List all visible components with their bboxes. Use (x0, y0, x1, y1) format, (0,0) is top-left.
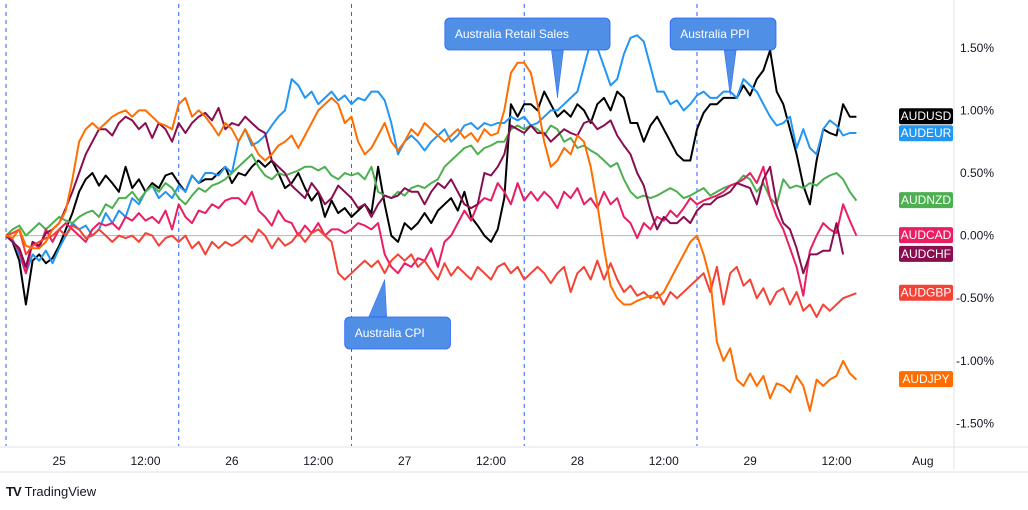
series-line-audjpy (5, 61, 858, 412)
callout-box[interactable] (444, 17, 611, 51)
x-tick-label: 12:00 (303, 454, 333, 468)
series-line-audgbp (5, 224, 857, 318)
end-label-text: AUDCAD (901, 228, 952, 242)
callout-pointer (551, 49, 564, 98)
tradingview-wordmark: TradingView (24, 484, 97, 499)
end-label-audusd[interactable] (899, 108, 953, 125)
series-end-labels[interactable]: AUDUSD AUDEUR AUDNZD AUDCAD AUDCHF AUDGBP AUDJ… (899, 108, 953, 388)
series-line-audchf (5, 106, 845, 275)
x-tick-label: 29 (743, 454, 757, 468)
series-line-audnzd (5, 124, 858, 237)
y-tick-label: -0.50% (956, 291, 994, 305)
x-axis-ticks: 25 12:00 26 12:00 27 12:00 28 12:00 29 12:00 Aug (52, 454, 933, 468)
end-label-text: AUDNZD (901, 193, 951, 207)
x-tick-label: 25 (52, 454, 66, 468)
end-label-text: AUDJPY (902, 372, 949, 386)
x-tick-label: 12:00 (649, 454, 679, 468)
x-tick-label: 28 (571, 454, 585, 468)
y-tick-label: 1.50% (960, 41, 994, 55)
x-tick-label: 12:00 (131, 454, 161, 468)
y-tick-label: 0.50% (960, 166, 994, 180)
y-tick-label: -1.50% (956, 416, 994, 430)
x-tick-label: 26 (225, 454, 239, 468)
callout-text: Australia Retail Sales (455, 27, 569, 41)
axes (0, 0, 1028, 473)
end-label-text: AUDGBP (901, 286, 952, 300)
end-label-audeur[interactable] (899, 125, 953, 142)
x-tick-label: Aug (912, 454, 933, 468)
callout-pointer (368, 279, 387, 318)
x-tick-label: 27 (398, 454, 412, 468)
end-label-audjpy[interactable] (899, 371, 953, 388)
session-separators (5, 4, 698, 446)
y-tick-label: 1.00% (960, 103, 994, 117)
callout-text: Australia PPI (680, 27, 749, 41)
end-label-audchf[interactable] (899, 245, 953, 262)
series-line-audusd (5, 49, 857, 306)
event-callouts[interactable]: Australia CPI Australia Retail Sales Austr… (344, 17, 777, 350)
tradingview-logo[interactable]: TV TradingView (6, 484, 96, 499)
x-tick-label: 12:00 (821, 454, 851, 468)
end-label-text: AUDEUR (901, 126, 952, 140)
y-axis-ticks: 1.50% 1.00% 0.50% 0.00% -0.50% -1.00% -1.50% (956, 41, 994, 431)
series-line-audcad (5, 165, 858, 297)
end-label-text: AUDCHF (901, 247, 951, 261)
tradingview-logo-mark: TV (6, 484, 22, 499)
callout-pointer (723, 49, 737, 96)
end-label-text: AUDUSD (901, 109, 952, 123)
callout-box[interactable] (669, 17, 777, 51)
callout-text: Australia CPI (355, 326, 425, 340)
y-tick-label: -1.00% (956, 354, 994, 368)
series-lines (5, 34, 858, 412)
end-label-audgbp[interactable] (899, 284, 953, 301)
y-tick-label: 0.00% (960, 229, 994, 243)
x-tick-label: 12:00 (476, 454, 506, 468)
end-label-audnzd[interactable] (899, 192, 953, 209)
callout-box[interactable] (344, 316, 451, 350)
end-label-audcad[interactable] (899, 227, 953, 244)
